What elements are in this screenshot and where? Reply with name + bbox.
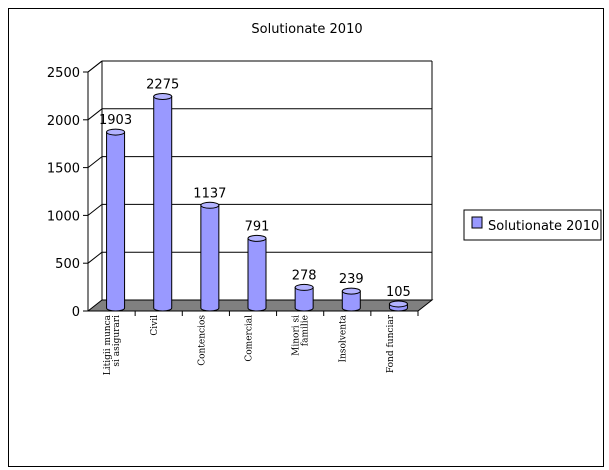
y-tick-label: 2500	[47, 66, 80, 81]
gridline-side	[87, 251, 103, 264]
category-label: Fond funciar	[386, 314, 396, 373]
data-label: 278	[292, 268, 317, 283]
bar-body	[247, 237, 267, 312]
y-tick-label: 2000	[47, 114, 80, 129]
gridline-side	[87, 204, 103, 216]
category-label: familie	[301, 315, 311, 346]
bar-top	[388, 300, 408, 308]
bars	[106, 93, 408, 312]
bar	[200, 201, 220, 312]
bar-body	[153, 96, 173, 312]
bar	[341, 287, 361, 312]
data-label: 1137	[193, 186, 226, 201]
category-label: Litigii munca	[103, 314, 113, 375]
bar	[388, 300, 408, 312]
y-tick-label: 500	[55, 257, 80, 272]
category-label: Insolventa	[339, 314, 349, 362]
y-axis-ticks: 0 500 1000 1500 2000 2500	[47, 66, 419, 320]
bar-top	[294, 283, 314, 291]
category-labels: Litigii munca si asigurari Civil Contencios…	[103, 314, 396, 375]
bar-top	[200, 201, 220, 209]
bar	[247, 234, 267, 312]
category-label: Minori si	[292, 315, 302, 356]
y-tick-label: 1500	[47, 162, 80, 177]
bar-top	[341, 287, 361, 295]
bar-body	[106, 131, 126, 312]
legend-box	[463, 209, 602, 241]
data-labels: 1903 2275 1137 791 278 239 105	[99, 78, 411, 300]
bar	[153, 93, 173, 312]
bar-top	[153, 93, 173, 101]
data-label: 2275	[146, 78, 179, 93]
bar-top	[247, 234, 267, 242]
bar	[294, 283, 314, 312]
bar-body	[200, 204, 220, 312]
category-label: Contencios	[197, 315, 207, 366]
category-label: Civil	[150, 315, 160, 336]
gridline-side	[87, 108, 103, 121]
gridline-side	[87, 156, 103, 168]
bar	[106, 128, 126, 312]
data-label: 1903	[99, 113, 132, 128]
data-label: 791	[245, 219, 270, 234]
legend: Solutionate 2010	[463, 209, 602, 241]
y-tick-label: 1000	[47, 209, 80, 224]
bar-top	[106, 128, 126, 136]
chart-title: Solutionate 2010	[251, 22, 362, 37]
bar-body	[341, 290, 361, 312]
category-label: si asigurari	[112, 315, 122, 367]
data-label: 239	[339, 272, 364, 287]
gridline-side	[87, 60, 103, 73]
legend-swatch	[471, 216, 483, 229]
legend-label: Solutionate 2010	[488, 219, 599, 234]
data-label: 105	[386, 285, 411, 300]
category-label: Comercial	[244, 315, 254, 362]
bar-body	[294, 286, 314, 312]
y-tick-label: 0	[72, 305, 80, 320]
